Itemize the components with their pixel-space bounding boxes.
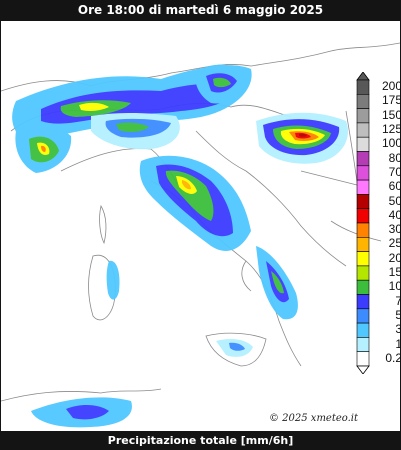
legend-label: 125 (381, 122, 400, 137)
legend-label: 15 (388, 265, 400, 280)
sicily-outline (205, 332, 267, 367)
legend-label: 10 (388, 279, 400, 294)
legend-label: 7 (395, 293, 400, 308)
map-credit: © 2025 xmeteo.it (269, 413, 359, 424)
legend-swatch (356, 194, 370, 210)
legend-label: 80 (388, 150, 400, 165)
precipitation-layer (12, 64, 348, 428)
map-title: Ore 18:00 di martedì 6 maggio 2025 (0, 0, 401, 21)
legend-swatch (356, 122, 370, 138)
legend-label: 175 (381, 93, 400, 108)
map-canvas (1, 42, 400, 428)
legend-label: 30 (388, 222, 400, 237)
africa-coastline (1, 388, 162, 402)
legend-swatch (356, 79, 370, 95)
legend-swatch (356, 208, 370, 224)
precip-balkans-darkred (299, 133, 307, 137)
legend-label: 100 (381, 136, 400, 151)
legend-swatch (356, 322, 370, 338)
legend-colorbar (356, 72, 370, 374)
legend-swatch (356, 279, 370, 295)
legend-swatch (356, 308, 370, 324)
legend-swatch (356, 108, 370, 124)
precip-ne-green (213, 77, 231, 88)
legend-swatch (356, 151, 370, 167)
precip-west-orange (41, 145, 46, 152)
legend-label: 50 (388, 193, 400, 208)
precip-alps-yellow (79, 102, 109, 111)
precip-sardinia-light (106, 260, 120, 300)
legend-swatch (356, 337, 370, 352)
precip-africa-blue (66, 405, 109, 420)
legend-label: 150 (381, 107, 400, 122)
legend-label: 60 (388, 179, 400, 194)
legend-label: 1 (395, 336, 400, 351)
legend-arrow-top (356, 72, 370, 81)
legend-label: 5 (395, 307, 400, 322)
precip-apennines-orange (182, 180, 191, 190)
legend-label: 25 (388, 236, 400, 251)
legend-swatch (356, 294, 370, 310)
precip-sicily-blue (229, 342, 245, 351)
precipitation-map: 200 175 150 125 100 80 70 60 50 40 30 25 20 15 10 7 5 3 1 0… (1, 21, 400, 431)
legend-swatch (356, 93, 370, 109)
legend-swatch (356, 222, 370, 238)
legend-label: 70 (388, 164, 400, 179)
precip-apennines-green (165, 170, 214, 221)
legend-swatch (356, 265, 370, 281)
legend-label: 40 (388, 207, 400, 222)
legend-arrow-bottom (356, 365, 370, 374)
legend-label: 3 (395, 322, 400, 337)
legend-swatches (356, 72, 370, 374)
legend-caption: Precipitazione totale [mm/6h] (0, 431, 401, 450)
legend-swatch (356, 251, 370, 267)
legend-swatch (356, 136, 370, 152)
adriatic-coastline (195, 130, 347, 267)
legend-label: 0.2 (385, 350, 400, 365)
legend-label: 20 (388, 250, 400, 265)
precip-lombardy-green (116, 122, 149, 132)
legend-swatch (356, 165, 370, 181)
precip-south-green (271, 271, 284, 294)
legend-swatch (356, 351, 370, 367)
legend-swatch (356, 179, 370, 195)
legend-swatch (356, 237, 370, 252)
legend-label: 200 (381, 79, 400, 94)
corsica-outline (99, 204, 107, 245)
